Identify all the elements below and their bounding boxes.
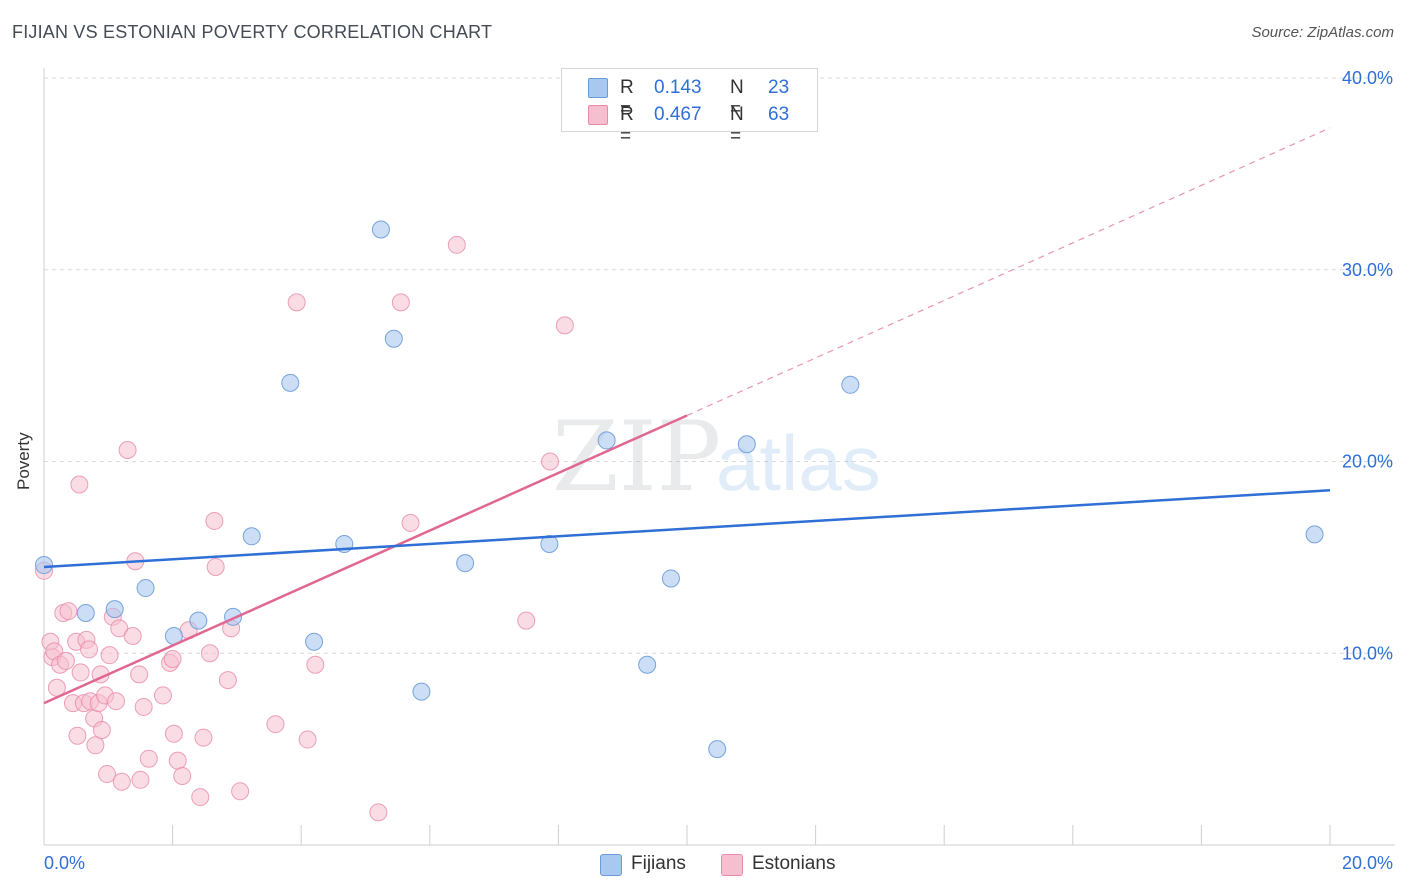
watermark: ZIP atlas (552, 401, 881, 513)
fijian-point (708, 740, 727, 759)
trend-lines (43, 127, 1331, 705)
fijian-point (281, 373, 300, 392)
r-label: R = (620, 104, 634, 147)
estonian-point (86, 736, 105, 755)
estonian-point (68, 726, 87, 745)
estonian-point (131, 770, 150, 789)
estonian-point (71, 663, 90, 682)
watermark-zip: ZIP (552, 401, 721, 513)
estonian-point (218, 671, 237, 690)
fijians-swatch (588, 78, 608, 98)
estonian-point (112, 772, 131, 791)
estonian-point (517, 611, 536, 630)
gridlines (44, 77, 1395, 654)
x-tick-label: 0.0% (44, 853, 85, 873)
estonian-point (298, 730, 317, 749)
watermark-atlas: atlas (716, 419, 881, 507)
fijian-point (661, 569, 680, 588)
estonian-trend-extension (686, 127, 1331, 417)
n-value: 63 (768, 104, 790, 125)
estonian-point (287, 293, 306, 312)
fijian-point (136, 579, 155, 598)
source-credit: Source: ZipAtlas.com (1251, 24, 1394, 41)
legend-label-fijians: Fijians (631, 853, 686, 874)
n-label: N = (730, 77, 744, 120)
estonian-point (130, 665, 149, 684)
estonian-point (447, 235, 466, 254)
estonian-point (194, 728, 213, 747)
estonian-point (98, 765, 117, 784)
estonian-point (153, 686, 172, 705)
estonian-point (118, 440, 137, 459)
fijians-swatch (600, 854, 622, 876)
estonian-point (541, 452, 560, 471)
fijian-point (540, 534, 559, 553)
fijian-point (242, 527, 261, 546)
axes (43, 68, 1395, 846)
estonians-swatch (721, 854, 743, 876)
estonian-point (56, 651, 75, 670)
r-value: 0.467 (654, 104, 702, 125)
x-tick-label: 20.0% (1342, 853, 1393, 873)
fijian-point (384, 329, 403, 348)
fijian-point (456, 554, 475, 573)
n-label: N = (730, 104, 744, 147)
r-value: 0.143 (654, 77, 702, 98)
fijian-point (35, 556, 53, 575)
estonian-point (80, 640, 99, 659)
estonian-point (134, 697, 153, 716)
estonian-point (206, 557, 225, 576)
estonian-point (92, 720, 111, 739)
estonian-point (200, 644, 219, 663)
fijian-point (105, 600, 124, 619)
fijian-point (841, 375, 860, 394)
y-tick-label: 40.0% (1342, 68, 1393, 88)
fijian-point (76, 603, 95, 622)
fijian-point (371, 220, 390, 239)
estonian-point (70, 475, 89, 494)
estonian-point (391, 293, 410, 312)
estonian-point (555, 316, 574, 335)
estonians-swatch (588, 105, 608, 125)
fijian-point (189, 611, 208, 630)
n-value: 23 (768, 77, 790, 98)
estonian-point (163, 650, 182, 669)
fijian-trend-line (43, 489, 1331, 569)
estonian-point (401, 513, 420, 532)
chart-title: FIJIAN VS ESTONIAN POVERTY CORRELATION C… (12, 22, 493, 42)
estonian-point (110, 619, 129, 638)
estonian-point (306, 655, 325, 674)
fijian-point (1305, 525, 1324, 544)
estonian-point (107, 692, 126, 711)
estonian-point (168, 751, 187, 770)
estonian-point (191, 788, 210, 807)
estonian-point (123, 626, 142, 645)
estonian-points (35, 235, 574, 822)
estonian-point (59, 602, 78, 621)
fijian-point (597, 431, 616, 450)
y-tick-label: 10.0% (1342, 643, 1393, 663)
estonian-point (173, 766, 192, 785)
estonian-trend-line (43, 414, 688, 705)
fijian-point (305, 632, 324, 651)
legend-label-estonians: Estonians (752, 853, 836, 874)
fijian-point (638, 655, 657, 674)
fijian-point (737, 435, 756, 454)
estonian-point (164, 724, 183, 743)
correlation-legend: R = 0.143 N = 23 R = 0.467 N = 63 (561, 68, 818, 147)
estonian-point (139, 749, 158, 768)
estonian-point (231, 782, 250, 801)
estonian-point (266, 715, 285, 734)
y-tick-label: 20.0% (1342, 452, 1393, 472)
tick-labels: 10.0% 20.0% 30.0% 40.0% 0.0% 20.0% (44, 68, 1393, 873)
fijian-points (35, 220, 1324, 759)
fijian-point (412, 682, 431, 701)
estonian-point (205, 511, 224, 530)
estonian-point (369, 803, 388, 822)
estonian-point (100, 646, 119, 665)
r-label: R = (620, 77, 634, 120)
y-tick-label: 30.0% (1342, 260, 1393, 280)
